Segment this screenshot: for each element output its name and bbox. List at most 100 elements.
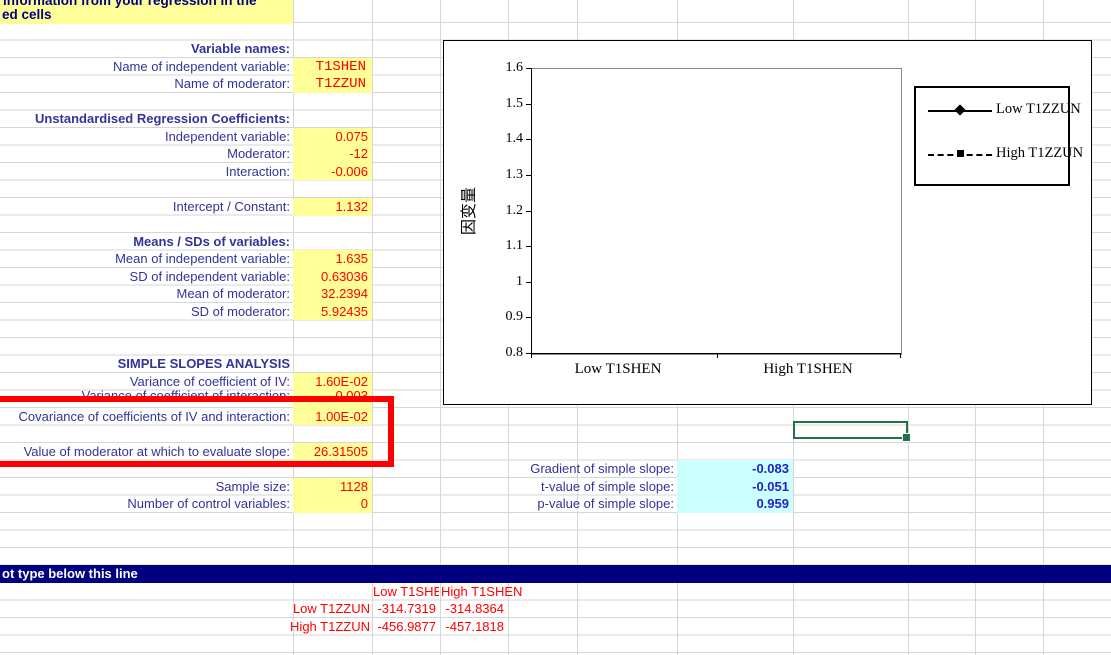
cell-control-variables[interactable]: 0 — [360, 496, 368, 511]
row-label: Mean of independent variable: — [115, 251, 290, 266]
x-category-label: High T1SHEN — [763, 361, 853, 377]
cell-mean-iv[interactable]: 1.635 — [335, 251, 368, 266]
red-highlight-annotation — [0, 396, 394, 467]
row-label: Moderator: — [227, 146, 290, 161]
y-tick — [526, 68, 531, 69]
legend-entry-label: Low T1ZZUN — [996, 101, 1081, 117]
chart-legend: Low T1ZZUN High T1ZZUN — [914, 86, 1083, 186]
input-cell-moderator-value[interactable] — [293, 443, 372, 460]
cell-interaction-coefficient[interactable]: -0.006 — [331, 164, 368, 179]
x-axis — [531, 353, 901, 354]
row-label: SD of independent variable: — [129, 269, 290, 284]
cell-sd-moderator[interactable]: 5.92435 — [321, 304, 368, 319]
cell-iv-coefficient[interactable]: 0.075 — [335, 129, 368, 144]
cell-moderator-coefficient[interactable]: -12 — [349, 146, 368, 161]
row-label: Covariance of coefficients of IV and int… — [18, 409, 290, 424]
table-cell[interactable]: -314.7319 — [377, 601, 436, 616]
y-tick-label: 0.8 — [505, 345, 524, 360]
cell-gradient-simple-slope[interactable]: -0.083 — [752, 461, 789, 476]
table-cell[interactable]: -457.1818 — [445, 619, 504, 634]
y-tick-label: 1.2 — [505, 203, 524, 218]
table-cell[interactable]: -314.8364 — [445, 601, 504, 616]
y-axis — [531, 68, 532, 354]
row-label: Name of independent variable: — [112, 59, 290, 74]
y-tick-label: 1.3 — [505, 167, 524, 182]
input-cells-variable-names[interactable] — [293, 58, 372, 93]
table-row-label[interactable]: Low T1ZZUN — [292, 601, 370, 616]
cell-tvalue-simple-slope[interactable]: -0.051 — [752, 479, 789, 494]
section-heading-coefficients: Unstandardised Regression Coefficients: — [35, 111, 290, 126]
row-label: SD of moderator: — [191, 304, 290, 319]
cell-intercept[interactable]: 1.132 — [335, 199, 368, 214]
cell-pvalue-simple-slope[interactable]: 0.959 — [756, 496, 789, 511]
row-label: Sample size: — [215, 479, 290, 494]
section-heading-means: Means / SDs of variables: — [133, 234, 290, 249]
y-tick — [526, 282, 531, 283]
row-label: t-value of simple slope: — [541, 479, 674, 494]
plot-area — [531, 68, 902, 355]
y-tick-label: 1.6 — [505, 60, 524, 75]
cell-sample-size[interactable]: 1128 — [340, 479, 368, 494]
cell-moderator-eval-value[interactable]: 26.31505 — [313, 444, 368, 459]
section-heading-variable-names: Variable names: — [191, 41, 290, 56]
x-tick — [717, 353, 718, 358]
do-not-type-banner: ot type below this line — [0, 565, 1111, 583]
output-cells-slope-results[interactable] — [677, 460, 793, 513]
y-tick-label: 1.1 — [505, 238, 524, 253]
row-label: Intercept / Constant: — [172, 199, 290, 214]
y-axis-title: 因变量 — [461, 187, 478, 236]
table-col-header[interactable]: Low T1SHEN — [373, 584, 439, 599]
x-category-label: Low T1SHEN — [574, 361, 662, 377]
row-label: Variance of coefficient of IV: — [129, 374, 290, 389]
y-tick — [526, 211, 531, 212]
y-tick — [526, 246, 531, 247]
do-not-type-banner-text: ot type below this line — [2, 566, 138, 581]
gridline — [293, 0, 294, 655]
y-tick-label: 1.4 — [505, 131, 524, 146]
section-heading-simple-slopes: SIMPLE SLOPES ANALYSIS — [117, 356, 290, 371]
table-cell[interactable]: -456.9877 — [377, 619, 436, 634]
instruction-line1: r information from your regression in th… — [0, 0, 257, 8]
input-cells-sample[interactable] — [293, 478, 372, 513]
instruction-line2: ed cells — [2, 7, 52, 22]
cell-independent-variable-name[interactable]: T1SHEN — [315, 59, 366, 75]
row-label: Name of moderator: — [174, 76, 290, 91]
y-tick-label: 1.5 — [505, 96, 524, 111]
fill-handle[interactable] — [902, 433, 911, 442]
cell-mean-moderator[interactable]: 32.2394 — [321, 286, 368, 301]
gridline — [372, 0, 373, 655]
cell-variance-iv[interactable]: 1.60E-02 — [315, 374, 368, 389]
y-tick — [526, 353, 531, 354]
input-cell-intercept[interactable] — [293, 198, 372, 216]
cell-covariance[interactable]: 1.00E-02 — [315, 409, 368, 424]
x-tick — [900, 353, 901, 358]
legend-marker-diamond — [954, 104, 966, 116]
y-tick — [526, 104, 531, 105]
table-row-label[interactable]: High T1ZZUN — [290, 619, 370, 634]
row-label: Independent variable: — [164, 129, 290, 144]
selected-cell[interactable] — [793, 421, 911, 442]
input-cells-coefficients[interactable] — [293, 128, 372, 180]
table-col-header[interactable]: High T1SHEN — [441, 584, 523, 599]
y-tick — [526, 317, 531, 318]
instruction-banner: r information from your regression in th… — [0, 0, 293, 24]
legend-marker-square — [957, 150, 964, 157]
legend-entry-label: High T1ZZUN — [996, 145, 1084, 161]
y-tick — [526, 139, 531, 140]
row-label: Number of control variables: — [127, 496, 290, 511]
input-cells-means-sds[interactable] — [293, 250, 372, 320]
cell-sd-iv[interactable]: 0.63036 — [321, 269, 368, 284]
row-label: Value of moderator at which to evaluate … — [23, 444, 290, 459]
cell-moderator-name[interactable]: T1ZZUN — [315, 76, 366, 92]
row-label: Mean of moderator: — [176, 286, 290, 301]
x-tick — [531, 353, 532, 358]
row-label: Gradient of simple slope: — [530, 461, 674, 476]
y-tick-label: 0.9 — [505, 309, 524, 324]
interaction-chart[interactable]: 1.6 1.5 1.4 1.3 1.2 1.1 1 0.9 0.8 Low T1… — [443, 40, 1092, 405]
y-tick-label: 1 — [516, 274, 523, 289]
row-label: Interaction: — [225, 164, 290, 179]
row-label: p-value of simple slope: — [537, 496, 674, 511]
gridline — [440, 0, 441, 655]
y-tick — [526, 175, 531, 176]
